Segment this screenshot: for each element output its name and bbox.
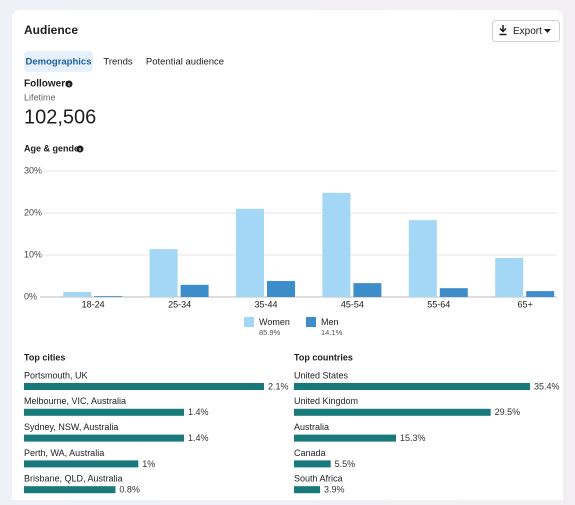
list-bar bbox=[24, 408, 184, 416]
list-title: Top countries bbox=[294, 352, 353, 362]
bar bbox=[322, 192, 351, 297]
list-title: Top cities bbox=[24, 352, 65, 362]
list-value: 35.4% bbox=[534, 381, 560, 391]
list-label: Sydney, NSW, Australia bbox=[24, 422, 118, 432]
bar bbox=[526, 291, 555, 297]
list-label: Portsmouth, UK bbox=[24, 370, 88, 380]
list-value: 1.4% bbox=[188, 433, 209, 443]
list-value: 15.3% bbox=[400, 433, 426, 443]
list-label: Perth, WA, Australia bbox=[24, 448, 104, 458]
list-label: Canada bbox=[294, 448, 326, 458]
bar bbox=[63, 291, 92, 297]
follower-count: 102,506 bbox=[24, 106, 96, 128]
list-bar bbox=[24, 434, 184, 442]
legend-share: 14.1% bbox=[321, 328, 343, 337]
list-label: Melbourne, VIC, Australia bbox=[24, 396, 126, 406]
legend-swatch bbox=[306, 317, 316, 327]
list-value: 0.8% bbox=[119, 485, 140, 495]
list-value: 2.1% bbox=[268, 381, 289, 391]
list-value: 5.5% bbox=[335, 459, 356, 469]
list-bar bbox=[294, 486, 320, 494]
tab[interactable]: Demographics bbox=[26, 57, 92, 68]
period: Lifetime bbox=[24, 92, 56, 102]
x-tick-label: 65+ bbox=[518, 299, 533, 309]
list-bar bbox=[24, 486, 116, 494]
y-tick-label: 30% bbox=[24, 165, 42, 175]
list-bar bbox=[294, 408, 491, 416]
list-value: 1.4% bbox=[188, 407, 209, 417]
export-button[interactable]: Export bbox=[492, 20, 560, 42]
bar bbox=[94, 296, 123, 297]
bar bbox=[439, 288, 468, 297]
card-title: Audience bbox=[24, 23, 78, 37]
list-label: United Kingdom bbox=[294, 396, 358, 406]
list-bar bbox=[24, 460, 139, 468]
list-label: South Africa bbox=[294, 474, 343, 484]
list-value: 1% bbox=[142, 459, 155, 469]
list-value: 29.5% bbox=[495, 407, 521, 417]
bar bbox=[495, 257, 524, 297]
y-tick-label: 0% bbox=[24, 291, 37, 301]
x-tick-label: 35-44 bbox=[254, 299, 277, 309]
bar bbox=[267, 281, 295, 297]
list-bar bbox=[294, 434, 396, 442]
legend-swatch bbox=[244, 317, 254, 327]
export-label: Export bbox=[513, 26, 542, 37]
bar bbox=[149, 249, 178, 297]
y-tick-label: 20% bbox=[24, 207, 42, 217]
list-bar bbox=[294, 460, 331, 468]
bar bbox=[236, 208, 264, 297]
list-label: United States bbox=[294, 370, 349, 380]
legend-label: Women bbox=[259, 317, 290, 327]
list-bar bbox=[294, 383, 530, 390]
section-title: Followers bbox=[24, 79, 71, 90]
bar bbox=[353, 283, 382, 297]
info-icon[interactable] bbox=[76, 145, 84, 153]
legend-label: Men bbox=[321, 317, 339, 327]
chart-title: Age & gender bbox=[24, 143, 83, 153]
x-tick-label: 55-64 bbox=[427, 299, 450, 309]
x-tick-label: 25-34 bbox=[168, 299, 191, 309]
list-label: Australia bbox=[294, 422, 329, 432]
legend-share: 85.9% bbox=[259, 328, 281, 337]
bar bbox=[180, 284, 209, 297]
bar bbox=[408, 220, 437, 297]
y-tick-label: 10% bbox=[24, 249, 42, 259]
x-tick-label: 45-54 bbox=[341, 299, 364, 309]
list-label: Brisbane, QLD, Australia bbox=[24, 474, 123, 484]
card bbox=[12, 10, 563, 505]
list-bar bbox=[24, 383, 264, 390]
list-value: 3.9% bbox=[324, 485, 345, 495]
x-tick-label: 18-24 bbox=[82, 299, 105, 309]
tab[interactable]: Trends bbox=[103, 57, 132, 68]
info-icon[interactable] bbox=[65, 80, 73, 88]
tab[interactable]: Potential audience bbox=[146, 57, 224, 68]
active-tab-bg bbox=[24, 51, 93, 72]
